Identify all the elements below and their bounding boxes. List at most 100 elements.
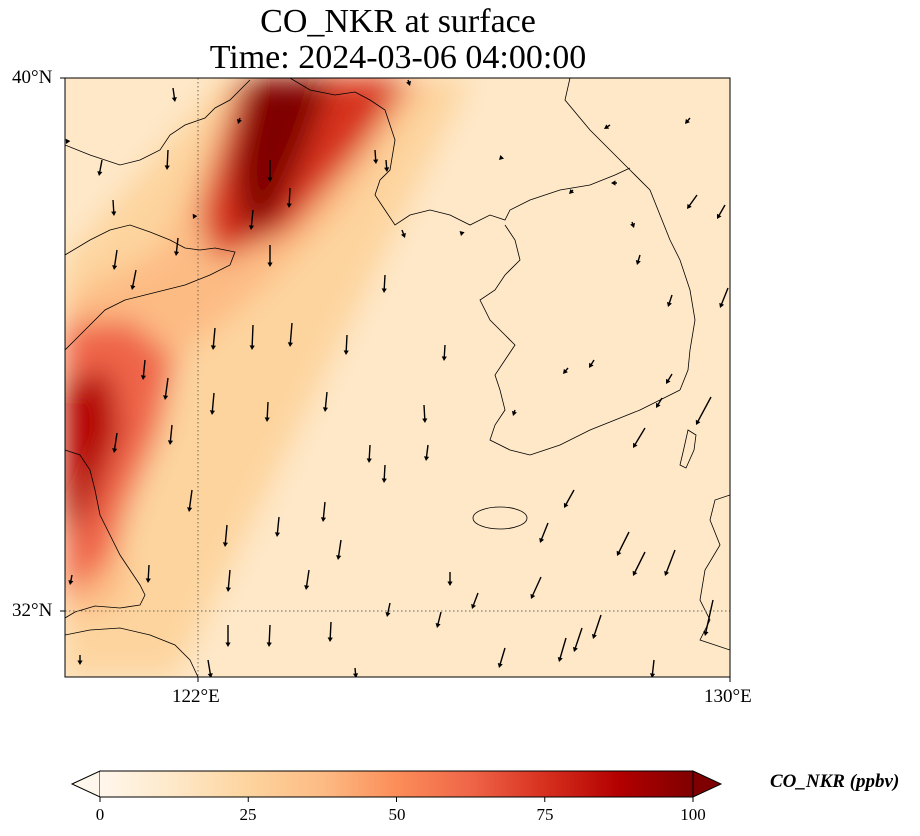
wind-arrow: [406, 79, 412, 86]
wind-arrow: [286, 187, 292, 208]
wind-arrow: [616, 531, 630, 556]
colorbar-tick-label: 50: [388, 805, 406, 824]
wind-arrow: [366, 444, 372, 463]
wind-arrow: [589, 359, 595, 368]
wind-arrow: [140, 359, 147, 380]
wind-arrow: [685, 117, 691, 124]
wind-arrow: [145, 564, 151, 583]
korea-west-coast: [479, 224, 531, 456]
wind-arrow: [716, 204, 726, 219]
colorbar: [70, 770, 723, 802]
wind-arrow: [97, 159, 103, 176]
wind-arrow: [447, 572, 453, 586]
wind-arrow: [77, 655, 83, 665]
china-north-coast: [65, 79, 251, 166]
jeju-island: [472, 506, 528, 530]
wind-arrow: [192, 213, 198, 219]
map-subtitle-time: Time: 2024-03-06 04:00:00: [209, 39, 587, 76]
wind-arrow: [633, 427, 646, 448]
shandong-coast: [65, 224, 236, 351]
wind-arrow: [649, 659, 656, 677]
western-plume-core: [65, 370, 120, 540]
wind-arrow: [591, 614, 602, 639]
wind-arrow: [209, 392, 215, 415]
wind-vectors: [65, 79, 729, 677]
wind-arrow: [225, 625, 231, 647]
wind-arrow: [111, 199, 117, 216]
wind-arrow: [65, 138, 71, 144]
wind-arrow: [499, 154, 505, 160]
wind-arrow: [422, 404, 428, 423]
wind-arrow: [703, 599, 714, 636]
wind-arrow: [322, 391, 329, 412]
colorbar-tick-marks: [99, 797, 694, 802]
wind-arrow: [687, 194, 698, 209]
wind-arrow: [611, 180, 617, 186]
wind-arrow: [630, 221, 636, 228]
wind-arrow: [248, 209, 255, 230]
wind-arrow: [632, 551, 646, 576]
wind-arrow: [400, 229, 406, 238]
wind-arrow: [163, 377, 169, 400]
wind-arrow: [225, 569, 231, 592]
wind-arrow: [459, 231, 465, 236]
wind-arrow: [666, 373, 673, 384]
wind-arrow: [130, 269, 137, 290]
korea-east-coast: [629, 169, 696, 391]
yangtze-delta: [65, 627, 199, 677]
wind-arrow: [249, 324, 255, 350]
wind-arrow: [604, 124, 611, 129]
wind-arrow: [664, 549, 676, 576]
china-east-coast: [65, 449, 146, 619]
wind-arrow: [557, 637, 567, 662]
wind-arrow: [267, 245, 273, 267]
wind-arrow: [497, 647, 506, 668]
wind-arrow: [572, 627, 583, 652]
lon-tick-label-130e: 130°E: [704, 686, 752, 707]
wind-arrow: [112, 432, 118, 453]
wind-arrow: [352, 667, 359, 677]
lat-tick-label-32n: 32°N: [12, 600, 53, 621]
wind-arrow: [563, 367, 569, 374]
wind-arrow: [171, 87, 177, 102]
colorbar-extend-min: [70, 770, 101, 798]
wind-arrow: [539, 522, 549, 543]
wind-arrow: [167, 424, 174, 445]
wind-arrow: [236, 117, 242, 124]
plume-band-outer: [65, 78, 470, 677]
wind-arrow: [68, 574, 74, 585]
wind-arrow: [569, 188, 575, 194]
wind-arrow: [327, 621, 333, 642]
wind-arrow: [320, 501, 327, 522]
tsushima-island: [679, 429, 697, 469]
wind-arrow: [274, 516, 281, 537]
wind-arrow: [164, 149, 170, 170]
wind-arrow: [266, 624, 272, 647]
colorbar-gradient: [100, 771, 693, 797]
wind-arrow: [304, 569, 310, 590]
wind-arrow: [222, 524, 228, 547]
wind-arrow: [635, 254, 641, 265]
wind-arrow: [656, 397, 663, 408]
map-title: CO_NKR at surface: [260, 3, 536, 40]
wind-arrow: [695, 396, 712, 425]
wind-arrow: [381, 464, 387, 483]
wind-arrow: [336, 539, 342, 560]
coastlines: [65, 78, 730, 677]
gridlines: [65, 78, 730, 677]
wind-arrow: [373, 149, 379, 164]
wind-arrow: [187, 489, 193, 512]
wind-arrow: [207, 659, 213, 677]
colorbar-tick-label: 0: [95, 805, 105, 824]
wind-arrow: [563, 489, 575, 508]
liaodong-coast: [289, 78, 631, 226]
northern-plume-core: [235, 78, 330, 235]
wind-arrow: [287, 322, 293, 347]
wind-arrow: [385, 602, 391, 617]
map-panel: [65, 78, 730, 677]
wind-arrow: [381, 274, 387, 293]
korea-north-coast: [564, 78, 631, 171]
colorbar-tick-label: 75: [536, 805, 554, 824]
wind-arrow: [173, 237, 180, 256]
wind-arrow: [210, 327, 216, 350]
